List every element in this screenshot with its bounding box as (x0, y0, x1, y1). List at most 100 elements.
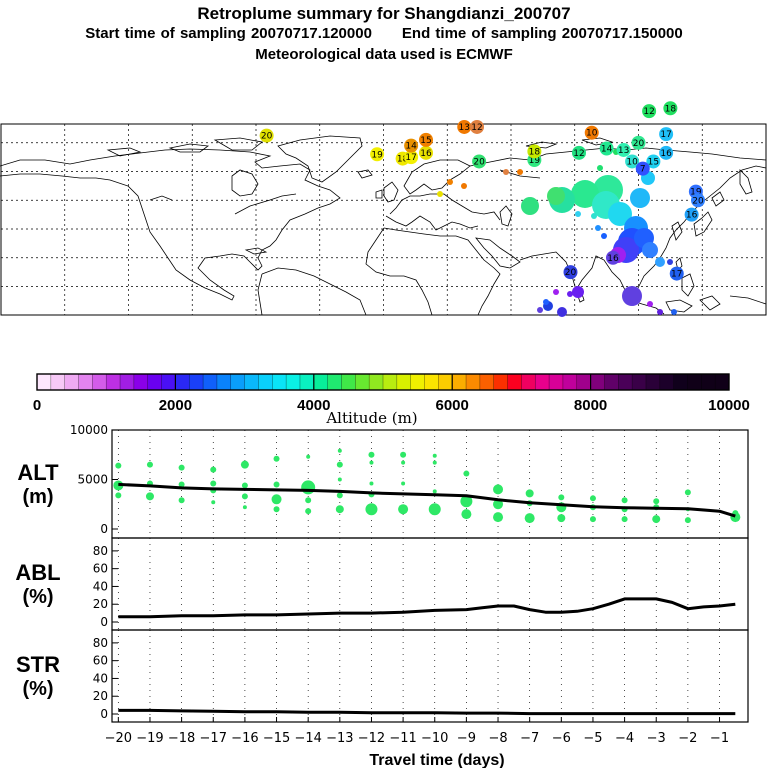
x-tick-label: −10 (421, 731, 448, 746)
plume-label-marker (419, 132, 433, 147)
y-tick-label: 40 (93, 671, 108, 685)
colorbar-cell (701, 374, 716, 390)
altitude-cluster-point (432, 453, 437, 458)
altitude-cluster-point (337, 448, 342, 453)
altitude-cluster-point (369, 481, 374, 486)
plume-day-label: 18 (529, 147, 541, 157)
plume-label-marker (663, 101, 678, 116)
altitude-cluster-point (493, 484, 504, 495)
x-tick-label: −19 (136, 731, 163, 746)
altitude-cluster-point (493, 512, 504, 523)
altitude-cluster-point (621, 516, 628, 523)
altitude-cluster-point (432, 489, 437, 494)
colorbar-cell (590, 374, 605, 390)
plume-label-marker (599, 141, 614, 156)
altitude-cluster-point (463, 470, 470, 477)
panel-alt: 0 5000 10000 ALT(m) (17, 423, 749, 539)
plume-blob (655, 257, 665, 267)
plume-day-label: 19 (371, 150, 383, 160)
altitude-cluster-point (273, 455, 280, 462)
colorbar-cell (258, 374, 273, 390)
altitude-cluster-point (400, 451, 407, 458)
plume-day-label: 10 (586, 129, 598, 139)
altitude-colorbar: 0 2000 4000 6000 8000 10000 Altitude (m) (33, 373, 750, 427)
plume-blob (571, 180, 599, 208)
y-tick-label: 0 (100, 615, 108, 629)
plume-blob (547, 187, 565, 205)
colorbar-cell (161, 374, 176, 390)
plume-dot (567, 291, 573, 297)
altitude-cluster-point (273, 506, 280, 513)
plume-label-marker (419, 145, 433, 160)
plume-label-marker (404, 150, 419, 165)
altitude-cluster-point (301, 480, 316, 495)
altitude-cluster-point (432, 460, 437, 465)
plume-day-label: 12 (573, 149, 584, 159)
colorbar-cell (37, 374, 52, 390)
colorbar-cell (396, 374, 412, 390)
plume-blob (642, 242, 658, 258)
plume-day-label: 7 (640, 165, 646, 175)
colorbar-tick-label: 4000 (297, 397, 330, 414)
colorbar-cell (479, 374, 495, 390)
x-tick-label: −20 (105, 731, 132, 746)
colorbar-cell (438, 374, 453, 390)
series-line-alt (118, 482, 736, 518)
altitude-cluster-point (242, 505, 247, 510)
plume-label-marker (625, 154, 640, 169)
altitude-cluster-point (178, 464, 185, 471)
plume-day-label: 14 (405, 142, 417, 152)
altitude-cluster-point (365, 503, 378, 516)
y-tick-label: 80 (93, 544, 108, 558)
plume-dot (447, 179, 453, 185)
colorbar-cell (410, 374, 426, 390)
altitude-cluster-point (684, 489, 691, 496)
plume-label-marker (659, 127, 674, 142)
colorbar-cell (466, 374, 481, 390)
plume-dot (671, 309, 677, 315)
plume-day-label: 17 (405, 153, 416, 163)
altitude-cluster-point (428, 503, 441, 516)
altitude-cluster-point (460, 495, 473, 508)
colorbar-cell (507, 374, 522, 390)
plume-label-marker (691, 193, 705, 208)
altitude-cluster-point (115, 492, 122, 499)
colorbar-cell (64, 374, 80, 390)
colorbar-cell (147, 374, 163, 390)
altitude-cluster-point (241, 493, 248, 500)
plume-label-marker (631, 135, 646, 150)
start-time-label: Start time of sampling 20070717.120000 (85, 25, 372, 42)
y-axis-unit: (%) (22, 586, 53, 608)
x-tick-label: −15 (263, 731, 290, 746)
plume-dot (601, 233, 607, 239)
plume-label-marker (669, 266, 684, 281)
plume-label-marker (635, 161, 650, 176)
altitude-cluster-point (335, 505, 344, 514)
panel-frame (111, 429, 749, 539)
plume-day-label: 20 (633, 139, 645, 149)
plume-label-marker (646, 154, 661, 169)
y-tick-label: 0 (100, 522, 108, 536)
x-tick-label: −18 (168, 731, 195, 746)
series-line-str (118, 708, 736, 716)
plume-day-label: 16 (420, 149, 432, 159)
panel-frame (111, 629, 749, 723)
x-tick-label: −16 (231, 731, 258, 746)
colorbar-cell (355, 374, 370, 390)
plume-day-label: 12 (643, 107, 654, 117)
x-tick-label: −5 (583, 731, 602, 746)
plume-day-label: 15 (648, 157, 659, 167)
colorbar-cell (286, 374, 301, 390)
plume-label-marker (563, 265, 578, 280)
end-time-label: End time of sampling 20070717.150000 (401, 25, 683, 42)
y-axis-label: ABL (15, 560, 60, 585)
x-tick-label: −12 (358, 731, 385, 746)
panel-abl: 0 20 40 60 80 ABL(%) (15, 537, 749, 631)
colorbar-ticks: 0 2000 4000 6000 8000 10000 (33, 374, 750, 414)
plume-blob (557, 307, 567, 317)
colorbar-cell (369, 374, 384, 390)
met-data-label: Meteorological data used is ECMWF (255, 46, 513, 63)
altitude-cluster-point (684, 517, 691, 524)
plume-dot (461, 183, 467, 189)
altitude-cluster-point (273, 481, 280, 488)
